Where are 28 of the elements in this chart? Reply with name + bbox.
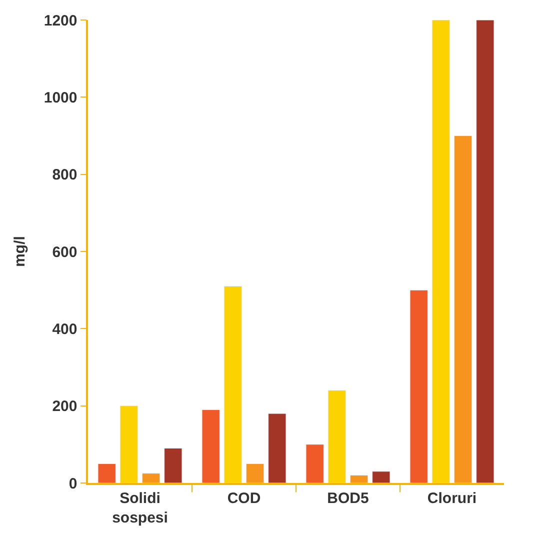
y-tick-label: 1000 <box>44 89 78 106</box>
bar <box>98 463 116 483</box>
bar <box>224 286 242 483</box>
y-axis-title: mg/l <box>12 236 29 267</box>
bar <box>120 406 138 483</box>
bar <box>306 444 324 483</box>
x-tick-label: Cloruri <box>427 490 477 507</box>
bar <box>410 290 428 483</box>
bar <box>328 390 346 483</box>
bar <box>202 409 220 483</box>
bar <box>350 475 368 483</box>
bar <box>142 473 160 483</box>
x-tick-label: BOD5 <box>327 490 369 507</box>
bar <box>476 20 494 483</box>
y-tick-label: 400 <box>52 320 78 338</box>
y-tick-label: 200 <box>52 398 78 416</box>
x-tick-label: COD <box>227 490 261 507</box>
bar <box>432 20 450 483</box>
bar <box>454 136 472 483</box>
bar <box>164 448 182 483</box>
y-tick-label: 1200 <box>44 12 78 30</box>
x-tick-label: Solidi sospesi <box>112 490 168 526</box>
bar <box>372 471 390 483</box>
y-tick-label: 800 <box>52 166 78 184</box>
y-tick-label: 600 <box>52 244 78 261</box>
y-tick-label: 0 <box>68 475 78 492</box>
bar <box>268 413 286 483</box>
bar <box>246 463 264 483</box>
